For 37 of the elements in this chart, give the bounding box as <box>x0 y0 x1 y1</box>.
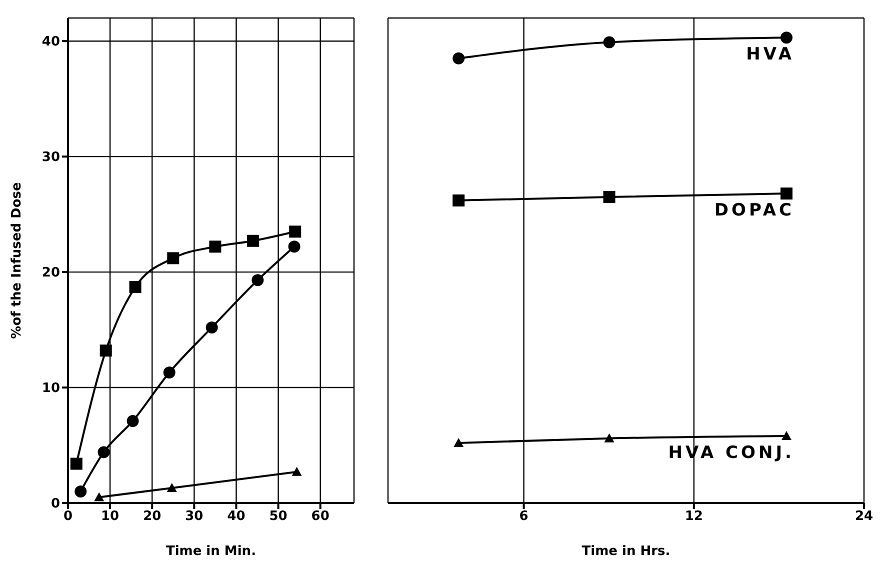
point <box>98 446 110 458</box>
point <box>167 252 180 264</box>
point <box>288 240 300 253</box>
x-tick-label: 10 <box>101 509 120 524</box>
point <box>126 415 139 428</box>
x-tick-label: 20 <box>143 509 162 524</box>
series-label: HVA <box>746 44 794 65</box>
x-tick-label: 12 <box>684 509 703 524</box>
point <box>94 492 104 502</box>
point <box>292 466 302 476</box>
point <box>74 485 87 498</box>
x-tick-label: 60 <box>311 509 330 524</box>
x-tick-label: 50 <box>269 509 288 524</box>
point <box>100 344 112 357</box>
x-tick-label: 0 <box>63 509 73 524</box>
y-tick-label: 40 <box>42 34 60 50</box>
x-axis-title: Time in Hrs. <box>582 544 670 559</box>
y-tick-label: 30 <box>42 150 60 166</box>
point <box>247 234 260 247</box>
x-tick-label: 30 <box>185 509 204 524</box>
y-tick-label: 0 <box>50 496 60 512</box>
x-tick-label: 6 <box>519 509 528 524</box>
y-axis-title: %of the Infused Dose <box>10 182 25 339</box>
point <box>129 281 142 294</box>
y-tick-label: 10 <box>42 381 60 396</box>
point <box>252 274 264 286</box>
x-tick-label: 40 <box>227 509 246 524</box>
y-tick-label: 20 <box>42 266 60 281</box>
point <box>206 321 218 334</box>
point <box>166 482 177 492</box>
point <box>289 226 302 238</box>
x-tick-label: 24 <box>854 509 874 524</box>
x-axis-title: Time in Min. <box>166 544 256 559</box>
series-label: DOPAC <box>714 200 794 221</box>
point <box>163 366 176 379</box>
point <box>209 240 222 253</box>
point <box>70 458 82 470</box>
